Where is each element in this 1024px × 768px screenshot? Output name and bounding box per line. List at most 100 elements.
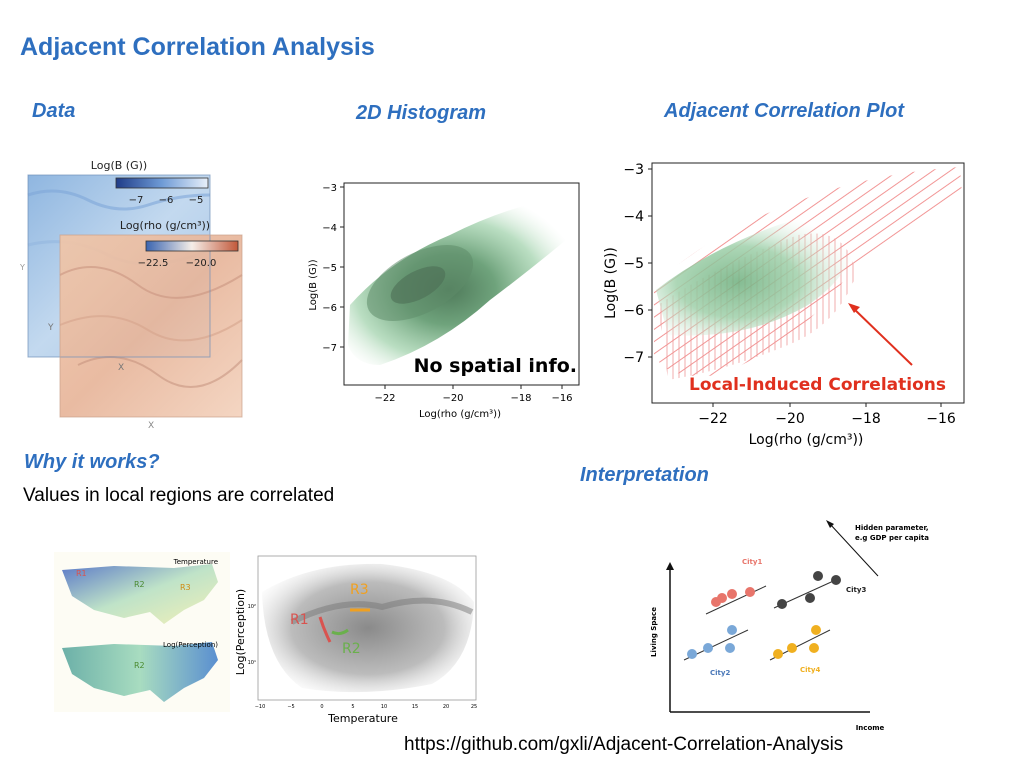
acp-xtick-1: −22 [698, 411, 728, 427]
interp-y-arrow-icon [666, 562, 674, 570]
b-tick-2: −6 [159, 195, 174, 206]
section-histogram-heading: 2D Histogram [356, 102, 487, 124]
scatter-xtick-1: −10 [255, 704, 266, 710]
hist-xtick-1: −22 [374, 393, 395, 404]
temperature-map-label: Temperature [173, 558, 218, 566]
scatter-xtick-5: 10 [381, 704, 387, 710]
scatter-ytick-1: 10² [248, 604, 256, 610]
section-why-heading: Why it works? [24, 451, 160, 473]
city4-point [811, 625, 821, 635]
b-colorbar [115, 177, 209, 189]
map2-r2-label: R2 [134, 661, 145, 670]
hidden-param-arrow-icon [826, 520, 834, 528]
acp-annotation: Local-Induced Correlations [689, 375, 946, 395]
hist-xtick-2: −20 [442, 393, 463, 404]
section-interpretation-heading: Interpretation [580, 464, 709, 486]
scatter-cloud [262, 563, 474, 693]
city2-point [703, 643, 713, 653]
city3-point [777, 599, 787, 609]
slide-title: Adjacent Correlation Analysis [20, 33, 375, 61]
city1-label: City1 [742, 558, 762, 566]
perception-scatter-figure: R1 R2 R3 10² 10¹ −10 −5 0 5 10 15 20 25 … [234, 555, 477, 725]
acp-figure: −3 −4 −5 −6 −7 −22 −20 −18 −16 Log(rho (… [603, 162, 965, 448]
city1-point [745, 587, 755, 597]
hist-xtick-3: −18 [510, 393, 531, 404]
city4-label: City4 [800, 666, 820, 674]
hist-ylabel: Log(B (G)) [308, 259, 319, 310]
b-map-y-label: Y [19, 263, 25, 272]
hist-ytick-5: −7 [322, 343, 337, 354]
acp-xlabel: Log(rho (g/cm³)) [749, 432, 864, 448]
city3-point [831, 575, 841, 585]
acp-density [656, 216, 860, 336]
scatter-r3-label: R3 [350, 582, 369, 598]
city2-label: City2 [710, 669, 730, 677]
scatter-r2-label: R2 [342, 641, 361, 657]
b-tick-1: −7 [129, 195, 144, 206]
perception-map-label: Log(Perception) [163, 641, 218, 649]
b-tick-3: −5 [189, 195, 204, 206]
hist-ytick-4: −6 [322, 303, 337, 314]
scatter-ytick-2: 10¹ [248, 660, 256, 666]
section-data-heading: Data [32, 100, 76, 122]
us-maps-figure: Temperature Log(Perception) R1 R2 R3 R2 [54, 552, 230, 712]
scatter-xtick-7: 20 [443, 704, 449, 710]
scatter-ylabel: Log(Perception) [234, 589, 247, 675]
map-r2-label: R2 [134, 580, 145, 589]
rho-map-image [60, 235, 242, 417]
hist-annotation: No spatial info. [414, 355, 577, 377]
why-description: Values in local regions are correlated [23, 485, 335, 506]
b-map-x-label: X [118, 363, 124, 373]
city4-point [773, 649, 783, 659]
hidden-param-line1: Hidden parameter, [855, 524, 929, 532]
acp-ytick-2: −4 [623, 209, 644, 225]
github-link[interactable]: https://github.com/gxli/Adjacent-Correla… [404, 734, 844, 755]
city2-point [727, 625, 737, 635]
acp-ytick-1: −3 [623, 162, 644, 178]
interpretation-figure: Living Space Income Hidden parameter, e.… [650, 520, 929, 732]
acp-xtick-2: −20 [775, 411, 805, 427]
hist-ytick-3: −5 [322, 263, 337, 274]
hidden-param-line2: e.g GDP per capita [855, 534, 929, 542]
city3-point [813, 571, 823, 581]
acp-ytick-4: −6 [623, 303, 644, 319]
acp-xtick-3: −18 [851, 411, 881, 427]
acp-annotation-arrow [851, 306, 913, 366]
city1-point [727, 589, 737, 599]
city4-point [787, 643, 797, 653]
interp-xlabel: Income [856, 724, 885, 732]
scatter-xlabel: Temperature [327, 712, 398, 725]
hist-xtick-4: −16 [551, 393, 572, 404]
acp-ylabel: Log(B (G)) [603, 247, 619, 319]
city4-point [809, 643, 819, 653]
scatter-xtick-4: 5 [351, 704, 354, 710]
rho-map-y-label: Y [47, 323, 54, 333]
city2-point [725, 643, 735, 653]
hist-ytick-1: −3 [322, 183, 337, 194]
scatter-xtick-6: 15 [412, 704, 418, 710]
hist-xlabel: Log(rho (g/cm³)) [419, 409, 501, 420]
data-maps-figure: Log(B (G)) −7 −6 −5 Log(rho (g/cm³)) −22… [19, 159, 243, 431]
rho-tick-2: −20.0 [186, 258, 217, 269]
scatter-r1-label: R1 [290, 612, 309, 628]
b-map-title: Log(B (G)) [91, 159, 147, 172]
scatter-xtick-8: 25 [471, 704, 477, 710]
map-r3-label: R3 [180, 583, 191, 592]
perception-map [62, 642, 218, 702]
rho-colorbar [145, 240, 239, 252]
acp-ytick-5: −7 [623, 350, 644, 366]
histogram-figure: −3 −4 −5 −6 −7 −22 −20 −18 −16 Log(rho (… [308, 182, 580, 420]
temperature-map [62, 564, 218, 624]
city1-point [717, 593, 727, 603]
city3-label: City3 [846, 586, 866, 594]
acp-xtick-4: −16 [926, 411, 956, 427]
rho-tick-1: −22.5 [138, 258, 169, 269]
map-r1-label: R1 [76, 569, 87, 578]
scatter-xtick-3: 0 [320, 704, 323, 710]
rho-map-x-label: X [148, 421, 154, 431]
scatter-xtick-2: −5 [287, 704, 294, 710]
acp-arrowhead-icon [848, 303, 860, 313]
acp-ytick-3: −5 [623, 256, 644, 272]
city2-point [687, 649, 697, 659]
hist-ytick-2: −4 [322, 223, 337, 234]
